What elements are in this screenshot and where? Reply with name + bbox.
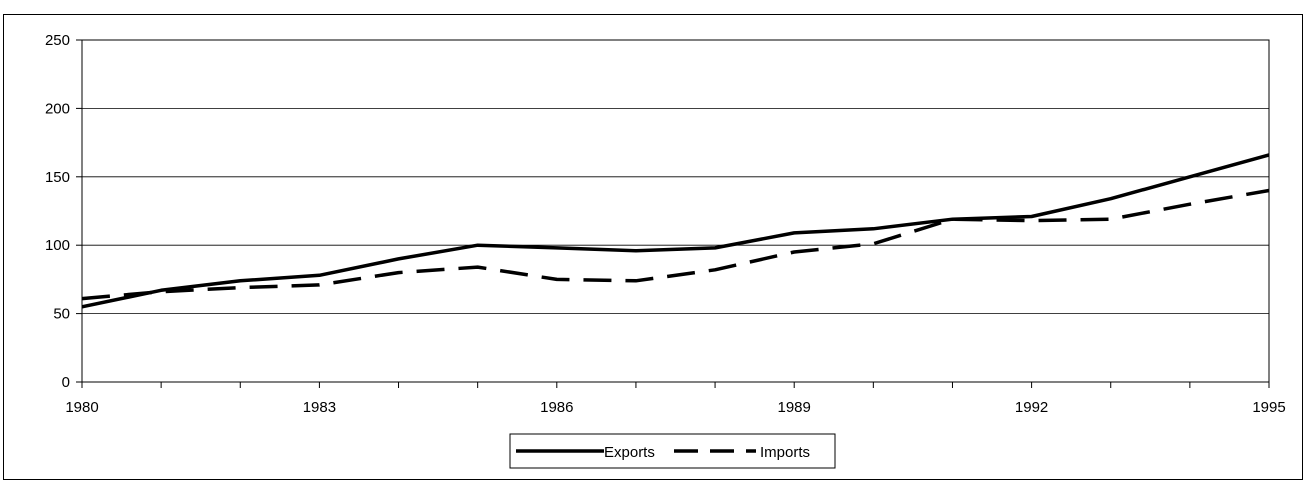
series-lines xyxy=(81,153,1270,309)
x-tick-label: 1995 xyxy=(1252,399,1285,416)
x-tick-label: 1989 xyxy=(778,399,811,416)
y-tick-label: 250 xyxy=(45,32,70,49)
chart-frame xyxy=(3,14,1303,480)
y-tick-label: 100 xyxy=(45,237,70,254)
legend: Exports Imports xyxy=(509,433,836,469)
grid-lines xyxy=(82,108,1269,315)
plot-area-border xyxy=(81,39,1270,383)
axes: 0 50 100 150 200 250 1980 1983 1986 1989 1992 1995 xyxy=(45,32,1286,416)
x-tick-label: 1986 xyxy=(540,399,573,416)
x-tick-label: 1992 xyxy=(1015,399,1048,416)
y-tick-label: 200 xyxy=(45,100,70,117)
y-tick-label: 50 xyxy=(53,306,70,323)
y-tick-label: 0 xyxy=(62,374,70,391)
y-tick-label: 150 xyxy=(45,169,70,186)
series-line-exports xyxy=(81,153,1270,309)
x-tick-label: 1980 xyxy=(65,399,98,416)
legend-label-exports: Exports xyxy=(604,444,655,461)
series-line-imports xyxy=(81,188,1270,301)
legend-label-imports: Imports xyxy=(760,444,810,461)
x-tick-label: 1983 xyxy=(303,399,336,416)
